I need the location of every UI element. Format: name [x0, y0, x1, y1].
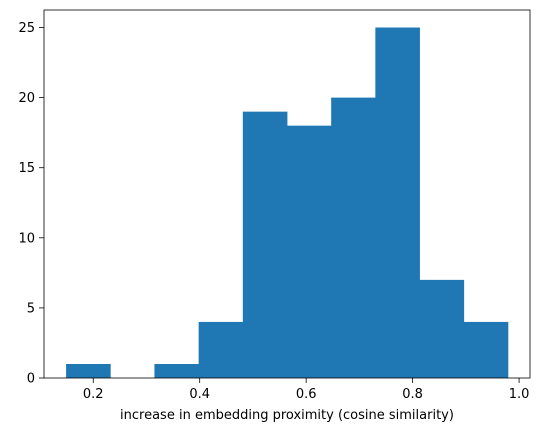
histogram-bar-5: [287, 125, 332, 378]
histogram-bars: [66, 27, 509, 379]
histogram-bar-4: [242, 111, 288, 378]
y-tick-label-2: 10: [18, 231, 35, 246]
y-tick-label-5: 25: [18, 21, 35, 36]
histogram-bar-0: [66, 363, 111, 378]
x-tick-label-2: 0.6: [296, 387, 317, 402]
histogram-bar-6: [331, 97, 376, 379]
x-axis-label: increase in embedding proximity (cosine …: [120, 408, 454, 423]
histogram-bar-3: [198, 321, 244, 378]
y-tick-label-1: 5: [27, 301, 35, 316]
x-axis-ticks: 0.2 0.4 0.6 0.8 1.0: [83, 378, 530, 402]
x-tick-label-3: 0.8: [402, 387, 423, 402]
histogram-bar-7: [375, 27, 420, 379]
y-tick-label-3: 15: [18, 161, 35, 176]
histogram-bar-9: [463, 321, 509, 378]
histogram-bar-8: [419, 279, 465, 378]
x-tick-label-4: 1.0: [509, 387, 530, 402]
histogram-bar-2: [154, 363, 200, 378]
y-axis-ticks: 0 5 10 15 20 25: [18, 21, 44, 387]
y-tick-label-0: 0: [27, 372, 35, 387]
x-tick-label-1: 0.4: [189, 387, 210, 402]
plot-frame: [43, 9, 531, 379]
y-tick-label-4: 20: [18, 91, 35, 106]
x-tick-label-0: 0.2: [83, 387, 104, 402]
